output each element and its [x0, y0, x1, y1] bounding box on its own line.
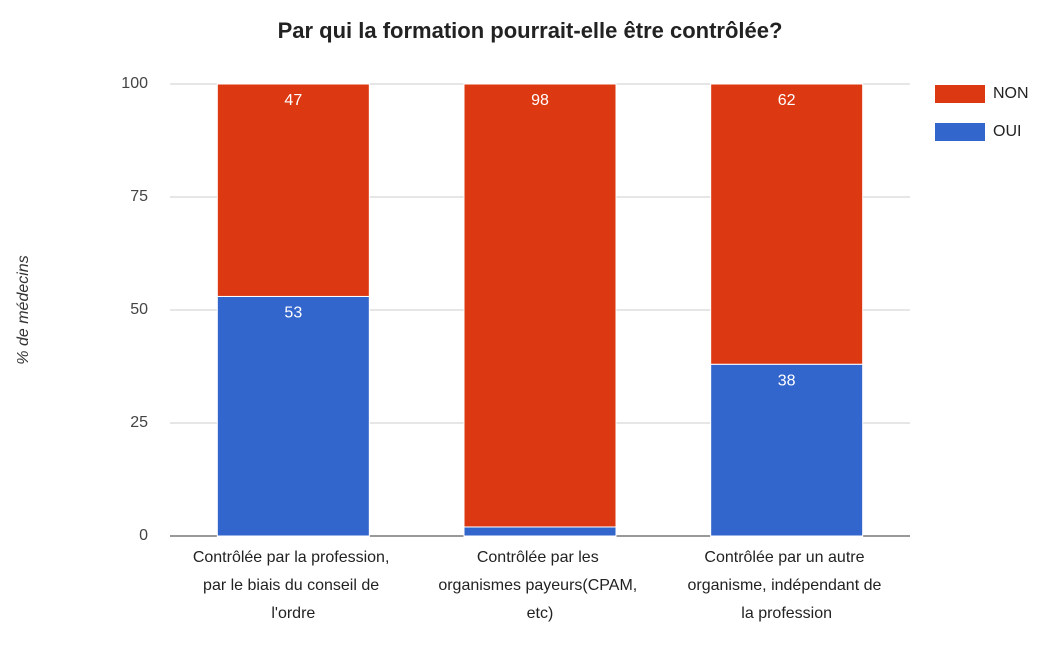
bar-segment: [463, 83, 617, 528]
legend-swatch: [935, 123, 985, 141]
x-tick-label: Contrôlée par la profession, par le biai…: [193, 549, 394, 622]
legend-label: OUI: [993, 123, 1021, 140]
bar-segment: [216, 83, 370, 297]
bar-segment: [710, 363, 864, 537]
value-label: 98: [531, 92, 549, 109]
legend-swatch: [935, 85, 985, 103]
bar-segment: [216, 295, 370, 537]
y-axis-label: % de médecins: [15, 255, 32, 364]
bar-segment: [463, 526, 617, 537]
value-label: 62: [778, 92, 796, 109]
y-tick-label: 50: [130, 301, 148, 318]
value-label: 47: [284, 92, 302, 109]
value-label: 38: [778, 372, 796, 389]
bar-segment: [710, 83, 864, 365]
x-tick-label: Contrôlée par les organismes payeurs(CPA…: [438, 549, 641, 622]
y-tick-label: 75: [130, 188, 148, 205]
legend-label: NON: [993, 85, 1029, 102]
value-label: 53: [284, 305, 302, 322]
y-tick-label: 25: [130, 414, 148, 431]
chart-title: Par qui la formation pourrait-elle être …: [278, 18, 783, 43]
y-tick-label: 0: [139, 527, 148, 544]
x-tick-label: Contrôlée par un autre organisme, indépe…: [687, 549, 885, 622]
y-tick-label: 100: [121, 75, 148, 92]
